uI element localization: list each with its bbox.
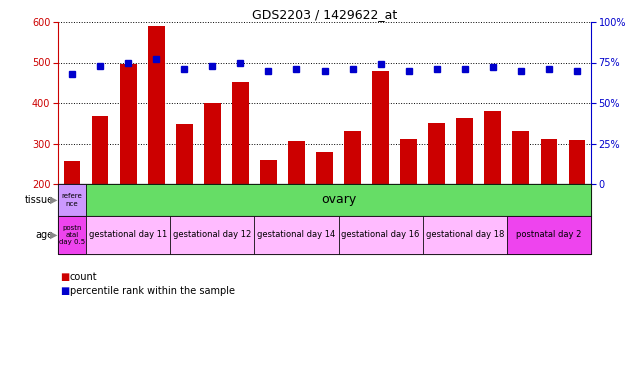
Bar: [120, 64, 137, 184]
Bar: [260, 160, 277, 184]
Bar: [507, 216, 591, 254]
Text: ▶: ▶: [49, 195, 57, 205]
Bar: [63, 161, 80, 184]
Bar: [92, 116, 108, 184]
Text: ■: ■: [60, 272, 69, 282]
Bar: [540, 139, 557, 184]
Bar: [58, 216, 86, 254]
Bar: [512, 131, 529, 184]
Bar: [232, 82, 249, 184]
Text: ovary: ovary: [321, 194, 356, 207]
Bar: [344, 131, 361, 184]
Text: ▶: ▶: [49, 230, 57, 240]
Bar: [422, 216, 507, 254]
Text: gestational day 16: gestational day 16: [342, 230, 420, 240]
Text: GDS2203 / 1429622_at: GDS2203 / 1429622_at: [252, 8, 397, 21]
Bar: [204, 103, 221, 184]
Bar: [176, 124, 193, 184]
Bar: [456, 118, 473, 184]
Bar: [254, 216, 338, 254]
Text: gestational day 14: gestational day 14: [257, 230, 336, 240]
Bar: [316, 152, 333, 184]
Text: gestational day 18: gestational day 18: [426, 230, 504, 240]
Text: postnatal day 2: postnatal day 2: [516, 230, 581, 240]
Text: gestational day 12: gestational day 12: [173, 230, 251, 240]
Text: gestational day 11: gestational day 11: [89, 230, 167, 240]
Text: refere
nce: refere nce: [62, 194, 83, 207]
Bar: [58, 184, 86, 216]
Text: postn
atal
day 0.5: postn atal day 0.5: [59, 225, 85, 245]
Bar: [171, 216, 254, 254]
Bar: [148, 26, 165, 184]
Text: tissue: tissue: [25, 195, 54, 205]
Text: count: count: [70, 272, 97, 282]
Bar: [86, 216, 171, 254]
Bar: [338, 216, 422, 254]
Bar: [288, 141, 305, 184]
Bar: [569, 140, 585, 184]
Text: age: age: [36, 230, 54, 240]
Text: ■: ■: [60, 286, 69, 296]
Bar: [372, 71, 389, 184]
Bar: [428, 123, 445, 184]
Bar: [485, 111, 501, 184]
Text: percentile rank within the sample: percentile rank within the sample: [70, 286, 235, 296]
Bar: [400, 139, 417, 184]
